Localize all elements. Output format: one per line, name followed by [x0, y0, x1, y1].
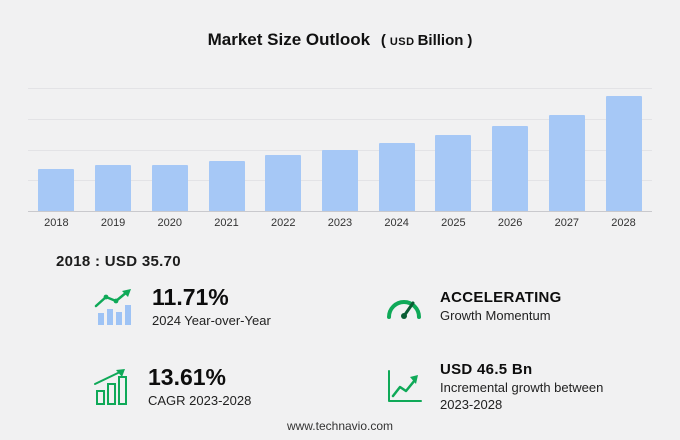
- chart-unit: (USD Billion): [380, 32, 473, 49]
- bar-2026: [492, 126, 529, 211]
- stat-momentum: ACCELERATING Growth Momentum: [384, 284, 650, 329]
- x-tick-label: 2023: [327, 217, 353, 229]
- stat-value: USD 46.5 Bn: [440, 361, 533, 379]
- gridline: [28, 118, 652, 120]
- cagr-bars-icon: [92, 367, 132, 407]
- chart-title: Market Size Outlook (USD Billion): [0, 0, 680, 50]
- gauge-icon: [384, 290, 424, 324]
- incremental-growth-icon: [384, 368, 424, 406]
- bar-2025: [435, 135, 472, 211]
- bar-2028: [605, 95, 642, 211]
- x-tick-label: 2025: [441, 217, 466, 229]
- x-tick-label: 2028: [611, 217, 636, 229]
- stat-label: CAGR 2023-2028: [148, 393, 252, 409]
- x-tick-label: 2024: [384, 217, 409, 229]
- bar-group: [28, 88, 652, 211]
- bar-2022: [265, 155, 302, 211]
- x-axis-labels: 2018 2019 2020 2021 2022 2023 2024 2025 2026 2027…: [28, 217, 652, 229]
- gridline: [28, 88, 652, 89]
- x-tick-label: 2018: [44, 217, 69, 229]
- stats-grid: 11.71% 2024 Year-over-Year ACCELERATING …: [92, 284, 650, 413]
- yoy-trend-icon: [92, 287, 136, 327]
- bar-chart-plot: [28, 88, 652, 212]
- x-tick-label: 2019: [100, 217, 126, 229]
- x-tick-label: 2022: [270, 217, 296, 229]
- source-url: www.technavio.com: [286, 419, 394, 433]
- bar-2023: [321, 150, 358, 211]
- bar-2027: [548, 114, 585, 211]
- stat-incremental-growth: USD 46.5 Bn Incremental growth between 2…: [384, 361, 650, 413]
- stat-value: ACCELERATING: [440, 289, 562, 306]
- stat-cagr: 13.61% CAGR 2023-2028: [92, 361, 384, 413]
- bar-2024: [378, 142, 415, 211]
- x-tick-label: 2020: [157, 217, 183, 229]
- stat-value: 13.61%: [148, 364, 227, 391]
- x-tick-label: 2026: [497, 217, 523, 229]
- bar-2020: [151, 165, 188, 211]
- base-year-annotation: 2018 : USD 35.70: [56, 253, 181, 270]
- bar-2021: [208, 160, 245, 211]
- stat-label: 2024 Year-over-Year: [152, 313, 271, 328]
- x-tick-label: 2021: [214, 217, 239, 229]
- x-tick-label: 2027: [554, 217, 580, 229]
- bar-2018: [38, 169, 75, 211]
- stat-label: Incremental growth between 2023-2028: [440, 380, 604, 412]
- stat-label: Growth Momentum: [440, 308, 551, 323]
- stat-yoy: 11.71% 2024 Year-over-Year: [92, 284, 384, 329]
- stat-value: 11.71%: [152, 284, 229, 310]
- chart-title-text: Market Size Outlook: [207, 30, 371, 49]
- bar-2019: [95, 164, 132, 211]
- gridline: [28, 149, 652, 151]
